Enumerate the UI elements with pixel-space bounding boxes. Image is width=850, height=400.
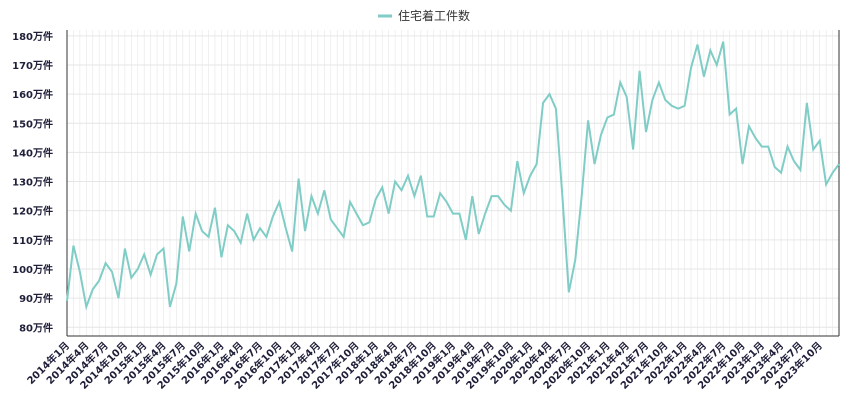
- y-tick-label: 80万件: [19, 321, 53, 334]
- y-tick-label: 90万件: [19, 292, 53, 305]
- y-tick-label: 100万件: [12, 263, 53, 276]
- y-tick-label: 120万件: [12, 205, 53, 218]
- legend[interactable]: 住宅着工件数: [378, 8, 470, 23]
- grid-lines: [66, 30, 840, 336]
- y-tick-label: 160万件: [12, 88, 53, 101]
- y-tick-label: 170万件: [12, 59, 53, 72]
- y-tick-label: 110万件: [12, 234, 53, 247]
- y-tick-label: 180万件: [12, 30, 53, 43]
- series-line: [66, 41, 840, 311]
- legend-label: 住宅着工件数: [398, 8, 470, 23]
- y-tick-label: 150万件: [12, 117, 53, 130]
- x-axis-ticks: 2014年1月2014年4月2014年7月2014年10月2015年1月2015…: [24, 339, 825, 392]
- y-tick-label: 140万件: [12, 146, 53, 159]
- axes: [66, 30, 840, 337]
- y-axis-ticks: 80万件 90万件 100万件 110万件 120万件 130万件 140万件 150万件 16…: [12, 30, 53, 334]
- y-tick-label: 130万件: [12, 176, 53, 189]
